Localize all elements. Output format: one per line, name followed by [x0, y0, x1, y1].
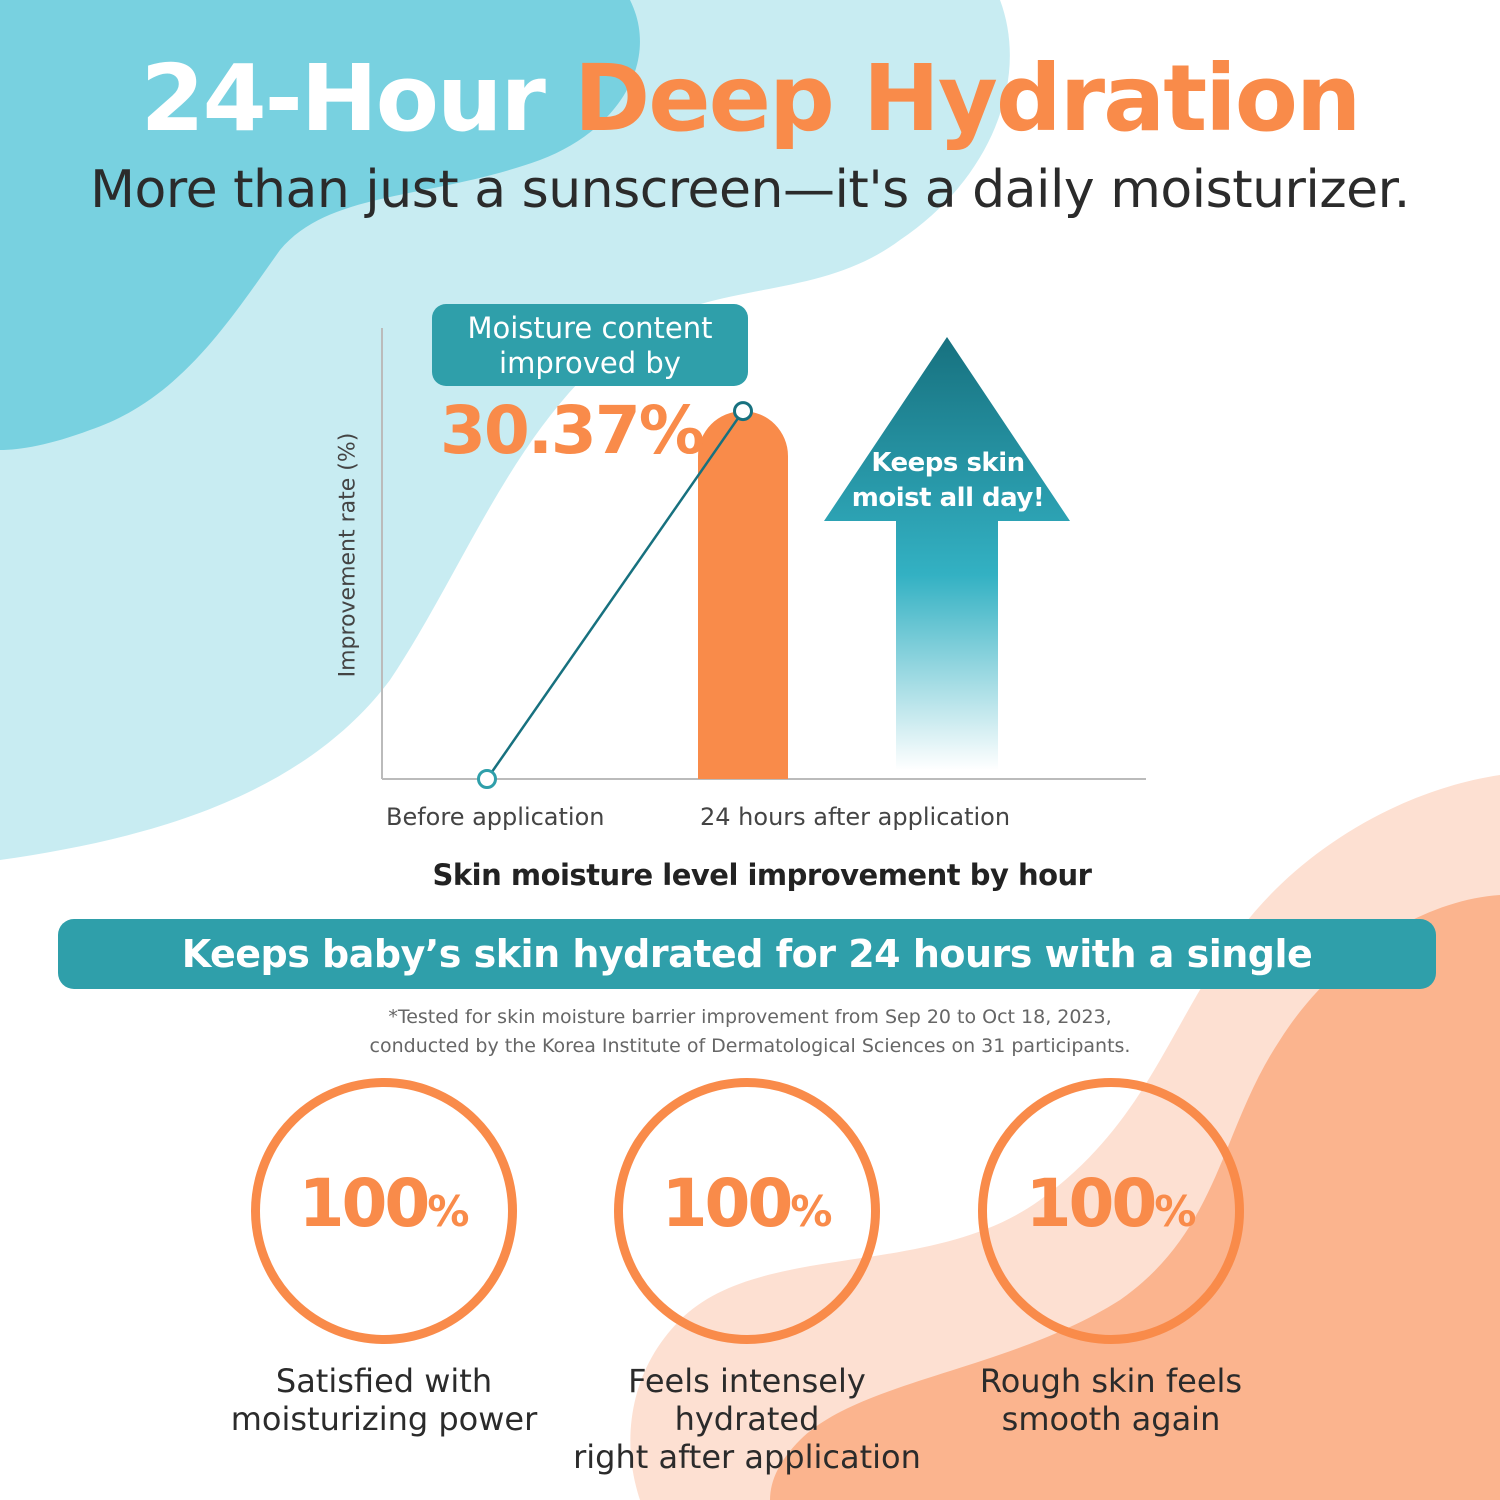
arrow-label: Keeps skin moist all day! — [851, 448, 1045, 513]
hydration-banner: Keeps baby’s skin hydrated for 24 hours … — [58, 919, 1436, 1046]
moist-all-day-arrow — [824, 337, 1070, 770]
stat-label: Satisfied with moisturizing power — [230, 1362, 538, 1438]
stat-ring: 100% — [978, 1078, 1244, 1344]
footnote-line-1: *Tested for skin moisture barrier improv… — [388, 1006, 1112, 1028]
data-point-before-application — [477, 769, 497, 789]
trend-line — [485, 410, 745, 780]
chart-title: Skin moisture level improvement by hour — [432, 858, 1092, 892]
stat-ring: 100% — [251, 1078, 517, 1344]
orange-blob — [770, 895, 1500, 1500]
stat-number: 100 — [661, 1165, 794, 1242]
x-tick-label-before: Before application — [386, 803, 605, 831]
stat-ring: 100% — [614, 1078, 880, 1344]
footnote: *Tested for skin moisture barrier improv… — [0, 1003, 1500, 1061]
stat-unit: % — [1154, 1187, 1197, 1236]
stat-number: 100 — [1025, 1165, 1158, 1242]
headline-part1: 24-Hour — [140, 45, 546, 152]
stat-unit: % — [427, 1187, 470, 1236]
stat-value: 100% — [987, 1171, 1235, 1237]
data-point-24-hours-after — [733, 401, 753, 422]
stat-label: Rough skin feels smooth again — [979, 1362, 1243, 1438]
stat-number: 100 — [298, 1165, 431, 1242]
callout-box: Moisture content improved by — [432, 304, 748, 386]
stat-value: 100% — [260, 1171, 508, 1237]
stat-value: 100% — [623, 1171, 871, 1237]
subheadline: More than just a sunscreen—it's a daily … — [90, 160, 1410, 220]
bar-24-hours-after-application — [698, 411, 788, 779]
stat-smooth: 100% Rough skin feels smooth again — [901, 1078, 1321, 1438]
callout-label: Moisture content improved by — [467, 311, 713, 380]
y-axis-label: Improvement rate (%) — [335, 432, 361, 678]
x-tick-label-24h: 24 hours after application — [700, 803, 1011, 831]
headline: 24-Hour Deep Hydration — [0, 48, 1500, 149]
chart-marks — [477, 401, 788, 789]
callout-value: 30.37% — [440, 392, 705, 469]
footnote-line-2: conducted by the Korea Institute of Derm… — [369, 1035, 1131, 1057]
headline-part2: Deep Hydration — [573, 45, 1362, 152]
stat-unit: % — [790, 1187, 833, 1236]
stat-satisfied: 100% Satisfied with moisturizing power — [174, 1078, 594, 1438]
stat-label: Feels intensely hydrated right after app… — [573, 1362, 921, 1476]
stat-hydrated: 100% Feels intensely hydrated right afte… — [537, 1078, 957, 1476]
teal-blob — [0, 0, 640, 450]
